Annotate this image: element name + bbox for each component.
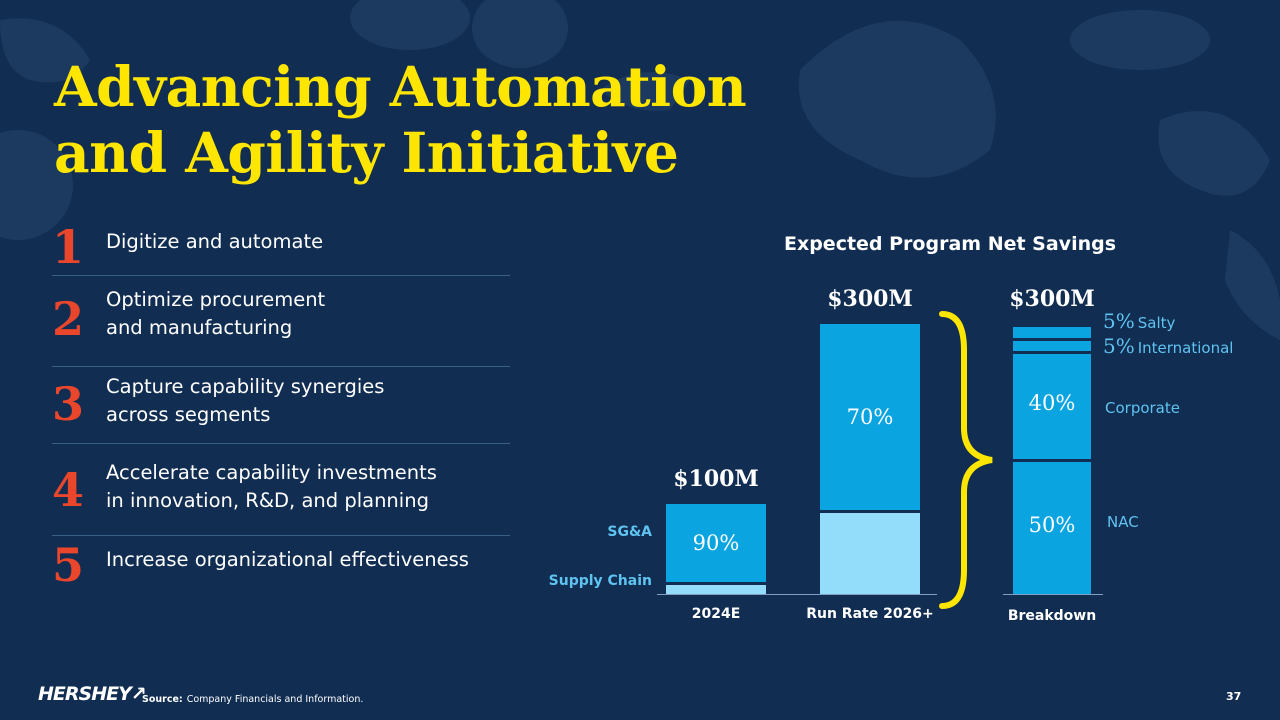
breakdown-segment-corporate [1013, 354, 1091, 459]
bar-total-label-breakdown: $300M [1009, 286, 1095, 312]
divider [52, 366, 510, 367]
breakdown-nac-percent: 50% [1028, 512, 1076, 537]
breakdown-segment-salty [1013, 327, 1091, 338]
slide-title: Advancing Automation and Agility Initiat… [54, 54, 747, 186]
initiative-text: Increase organizational effectiveness [106, 548, 469, 571]
divider [52, 535, 510, 536]
bar-total-label-2024e: $100M [673, 466, 759, 492]
initiative-number: 3 [52, 377, 85, 431]
legend-salty-percent: 5% [1103, 309, 1135, 333]
bar-2024e-supply-chain [666, 585, 766, 594]
bar-run-rate-supply-chain [820, 513, 920, 594]
legend-corporate: Corporate [1105, 399, 1180, 417]
brace-icon [939, 311, 993, 609]
legend-international-label: International [1137, 339, 1234, 357]
chart-title: Expected Program Net Savings [783, 233, 1117, 255]
initiative-number: 5 [52, 538, 85, 592]
source-text: Company Financials and Information. [186, 694, 364, 705]
breakdown-baseline [1003, 594, 1103, 595]
legend-nac: NAC [1107, 513, 1139, 531]
logo-text: HERSHEY [38, 683, 132, 705]
legend-international-percent: 5% [1103, 334, 1135, 358]
initiative-number: 1 [52, 220, 85, 274]
legend-salty-label: Salty [1137, 314, 1176, 332]
title-line-2: and Agility Initiative [54, 120, 679, 185]
bar-run-rate-sga-percent: 70% [846, 404, 894, 429]
bar-2024e-sga-percent: 90% [692, 530, 740, 555]
divider [52, 275, 510, 276]
source-note: Source: Company Financials and Informatio… [142, 694, 363, 705]
x-tick-label-breakdown: Breakdown [1007, 608, 1097, 624]
initiative-text: Optimize procurement and manufacturing [106, 288, 326, 339]
source-label: Source: [142, 694, 183, 705]
kiss-icon: ↗ [130, 683, 147, 705]
bar-run-rate-sga [820, 324, 920, 510]
initiative-number: 2 [52, 292, 85, 346]
initiative-text: Capture capability synergies across segm… [106, 375, 385, 426]
bar-2024e-sga [666, 504, 766, 582]
page-number: 37 [1226, 690, 1242, 703]
title-line-1: Advancing Automation [54, 54, 747, 119]
initiative-text: Accelerate capability investments in inn… [106, 461, 437, 512]
initiative-number: 4 [52, 463, 85, 517]
legend-sga: SG&A [607, 524, 652, 540]
hershey-logo: HERSHEY↗ [38, 683, 147, 705]
divider [52, 443, 510, 444]
bar-total-label-run-rate: $300M [827, 286, 913, 312]
x-axis-baseline [657, 594, 937, 595]
legend-supply-chain: Supply Chain [548, 573, 652, 589]
breakdown-segment-international [1013, 340, 1091, 351]
initiative-text: Digitize and automate [106, 230, 324, 253]
x-tick-label-run-rate: Run Rate 2026+ [806, 606, 934, 622]
breakdown-segment-nac [1013, 462, 1091, 594]
breakdown-corporate-percent: 40% [1028, 391, 1076, 415]
legend-international: 5% International [1103, 334, 1233, 358]
legend-salty: 5% Salty [1103, 309, 1175, 333]
x-tick-label-2024e: 2024E [691, 606, 741, 622]
